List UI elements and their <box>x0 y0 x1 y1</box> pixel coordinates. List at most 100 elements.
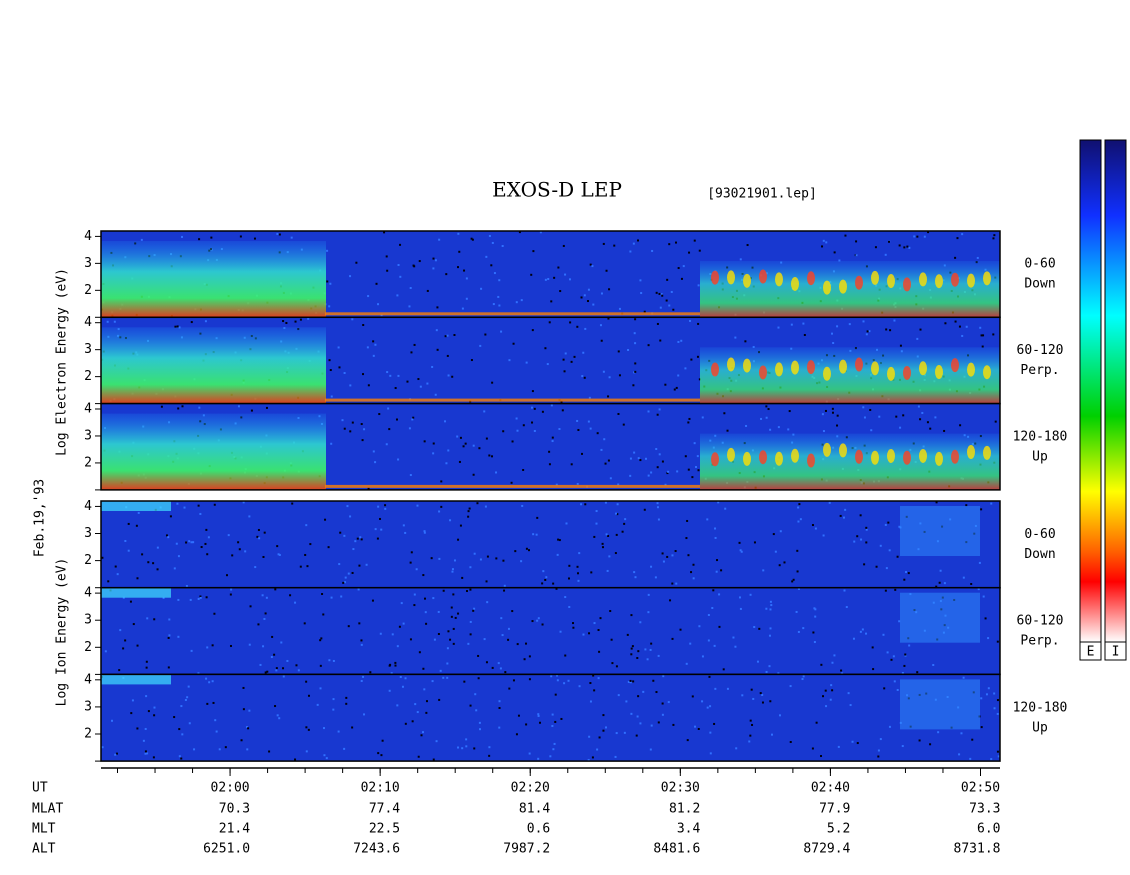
spectrogram-noise <box>414 703 417 706</box>
spectrogram-noise <box>463 680 466 683</box>
spectrogram-noise <box>535 533 538 536</box>
spectrogram-noise <box>637 457 640 460</box>
spectrogram-noise <box>289 594 292 597</box>
spectrogram-noise <box>706 706 709 709</box>
spectrogram-noise <box>484 333 487 336</box>
spectrogram-noise <box>434 393 437 396</box>
spectrogram-noise <box>586 300 589 303</box>
spectrogram-noise <box>165 534 168 537</box>
spectrogram-noise <box>446 647 449 650</box>
spectrogram-noise <box>696 355 699 358</box>
spectrogram-noise <box>507 627 510 630</box>
spectrogram-noise <box>479 558 482 561</box>
spectrogram-noise <box>676 470 679 473</box>
spectrogram-noise <box>765 670 768 673</box>
spectrogram-noise <box>451 570 454 573</box>
spectrogram-noise <box>153 706 156 709</box>
spectrogram-noise <box>404 722 407 725</box>
spectrogram-noise <box>680 277 683 280</box>
spectrogram-noise <box>667 470 670 473</box>
spectrogram-noise <box>206 702 209 705</box>
spectrogram-noise <box>814 527 817 530</box>
spectrogram-noise <box>604 462 607 465</box>
spectrogram-noise <box>659 339 662 342</box>
spectrogram-noise <box>416 504 419 507</box>
spectrogram-noise <box>961 334 964 337</box>
title: EXOS-D LEP <box>492 178 622 202</box>
spectrogram-noise <box>491 666 494 669</box>
spectrogram-noise <box>347 625 350 628</box>
spectrogram-noise <box>275 667 278 670</box>
spectrogram-noise <box>145 666 148 669</box>
spectrogram-noise <box>916 337 919 340</box>
spectrogram-noise <box>114 753 117 756</box>
y-tick-label: 2 <box>84 369 92 384</box>
spectrogram-noise <box>437 610 440 613</box>
spectrogram-noise <box>160 405 163 408</box>
spectrogram-noise <box>367 295 370 298</box>
spectrogram-noise <box>156 568 159 571</box>
spectrogram-noise <box>673 388 676 391</box>
spectrogram-noise <box>634 318 637 321</box>
spectrogram-noise <box>422 731 425 734</box>
spectrogram-noise <box>595 510 598 513</box>
spectrogram-noise <box>383 231 386 234</box>
spectrogram-noise <box>188 722 191 725</box>
spectrogram-noise <box>192 541 195 544</box>
ion-ylabel: Log Ion Energy (eV) <box>55 558 70 707</box>
spectrogram-blob <box>855 357 863 372</box>
spectrogram-noise <box>264 612 267 615</box>
spectrogram-noise <box>698 625 701 628</box>
spectrogram-noise <box>319 687 322 690</box>
spectrogram-noise <box>446 676 449 679</box>
spectrogram-noise <box>508 359 511 362</box>
spectrogram-noise <box>326 249 329 252</box>
spectrogram-noise <box>722 668 725 671</box>
spectrogram-noise <box>419 385 422 388</box>
spectrogram-noise <box>500 330 503 333</box>
x-tick-label: 02:50 <box>961 781 1000 796</box>
spectrogram-noise <box>664 483 667 486</box>
spectrogram-noise <box>558 428 561 431</box>
spectrogram-noise <box>778 564 781 567</box>
spectrogram-noise <box>605 726 608 729</box>
spectrogram-noise <box>669 599 672 602</box>
spectrogram-noise <box>893 319 896 322</box>
spectrogram-noise <box>862 320 865 323</box>
spectrogram-noise <box>347 572 350 575</box>
spectrogram-noise <box>525 723 528 726</box>
spectrogram-noise <box>346 505 349 508</box>
spectrogram-noise <box>464 442 467 445</box>
spectrogram-noise <box>557 538 560 541</box>
spectrogram-noise <box>630 647 633 650</box>
spectrogram-noise <box>617 694 620 697</box>
spectrogram-noise <box>517 714 520 717</box>
spectrogram-noise <box>706 518 709 521</box>
spectrogram-noise <box>954 256 957 259</box>
spectrogram-noise <box>471 238 474 241</box>
spectrogram-noise <box>552 748 555 751</box>
spectrogram-noise <box>490 264 493 267</box>
spectrogram-noise <box>562 358 565 361</box>
spectrogram-noise <box>661 552 664 555</box>
spectrogram-noise <box>431 365 434 368</box>
spectrogram-noise <box>865 632 868 635</box>
spectrogram-noise <box>355 261 358 264</box>
spectrogram-noise <box>695 466 698 469</box>
spectrogram-noise <box>436 306 439 309</box>
spectrogram-noise <box>908 246 911 249</box>
y-tick-label: 3 <box>84 613 92 628</box>
spectrogram-noise <box>457 612 460 615</box>
spectrogram-noise <box>562 244 565 247</box>
spectrogram-noise <box>848 323 851 326</box>
spectrogram-noise <box>501 245 504 248</box>
spectrogram-blob <box>871 361 879 376</box>
spectrogram-noise <box>932 664 935 667</box>
spectrogram-noise <box>452 642 455 645</box>
spectrogram-noise <box>738 541 741 544</box>
spectrogram-noise <box>225 574 228 577</box>
spectrogram-noise <box>836 424 839 427</box>
spectrogram-noise <box>992 237 995 240</box>
spectrogram-noise <box>215 730 218 733</box>
spectrogram-noise <box>765 405 768 408</box>
